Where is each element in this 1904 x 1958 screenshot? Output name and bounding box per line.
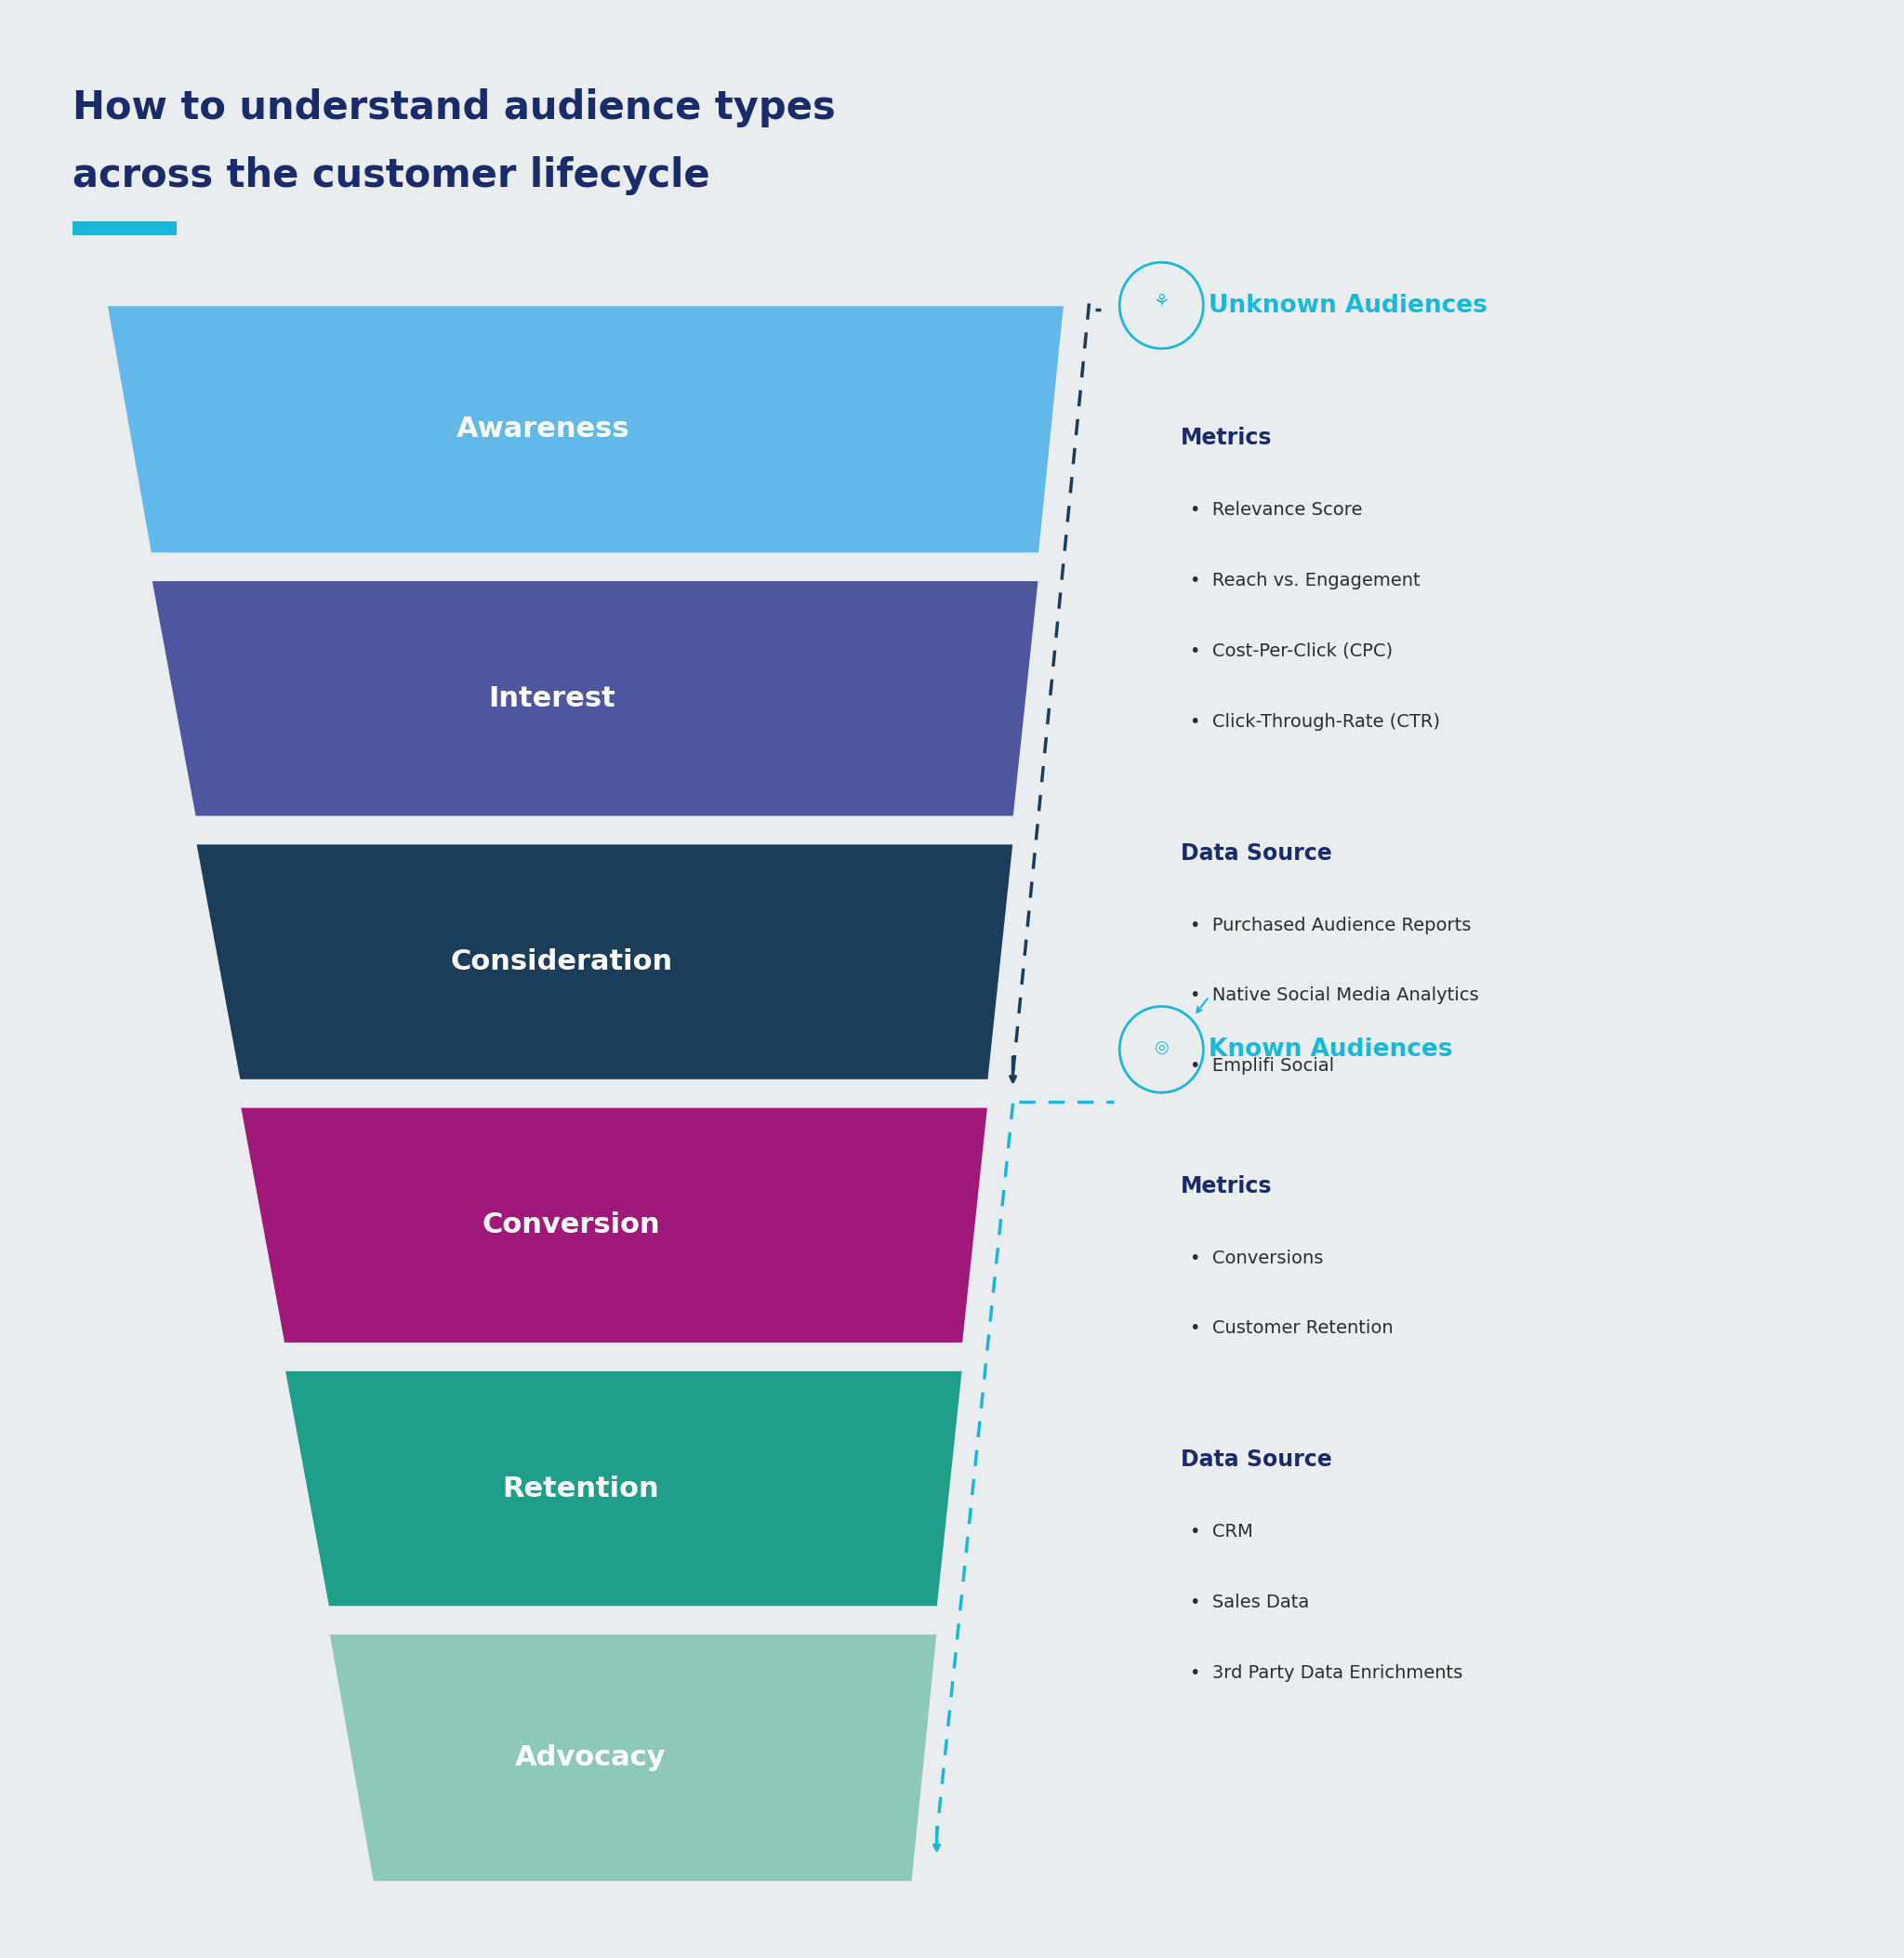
Text: Awareness: Awareness [455,415,630,443]
Text: Data Source: Data Source [1180,842,1331,863]
Text: ◎: ◎ [1154,1040,1169,1055]
FancyBboxPatch shape [72,221,177,235]
Text: Interest: Interest [489,685,615,713]
Text: •  Relevance Score: • Relevance Score [1190,501,1363,519]
Text: How to understand audience types: How to understand audience types [72,88,836,127]
Text: •  Emplifi Social: • Emplifi Social [1190,1057,1335,1075]
Text: Data Source: Data Source [1180,1449,1331,1470]
Text: •  CRM: • CRM [1190,1523,1253,1541]
Text: •  Cost-Per-Click (CPC): • Cost-Per-Click (CPC) [1190,642,1394,660]
Text: •  3rd Party Data Enrichments: • 3rd Party Data Enrichments [1190,1664,1462,1682]
Text: Conversion: Conversion [482,1212,661,1239]
Polygon shape [238,1104,990,1345]
Text: •  Click-Through-Rate (CTR): • Click-Through-Rate (CTR) [1190,713,1439,730]
Text: Unknown Audiences: Unknown Audiences [1209,294,1487,317]
Text: •  Conversions: • Conversions [1190,1249,1323,1267]
Text: •  Reach vs. Engagement: • Reach vs. Engagement [1190,572,1420,589]
Polygon shape [282,1369,965,1609]
Polygon shape [327,1633,939,1884]
Text: •  Purchased Audience Reports: • Purchased Audience Reports [1190,916,1472,934]
Polygon shape [149,578,1041,818]
Polygon shape [194,842,1015,1081]
Text: ⚘: ⚘ [1154,292,1169,311]
Text: •  Native Social Media Analytics: • Native Social Media Analytics [1190,987,1479,1004]
Text: Metrics: Metrics [1180,1175,1272,1196]
Text: Known Audiences: Known Audiences [1209,1038,1453,1061]
Text: Retention: Retention [503,1474,659,1502]
Text: across the customer lifecycle: across the customer lifecycle [72,157,710,196]
Text: Metrics: Metrics [1180,427,1272,448]
Text: Advocacy: Advocacy [514,1745,666,1772]
Text: •  Customer Retention: • Customer Retention [1190,1320,1394,1337]
Text: •  Sales Data: • Sales Data [1190,1594,1310,1611]
Polygon shape [105,303,1066,556]
Text: Consideration: Consideration [451,948,672,975]
